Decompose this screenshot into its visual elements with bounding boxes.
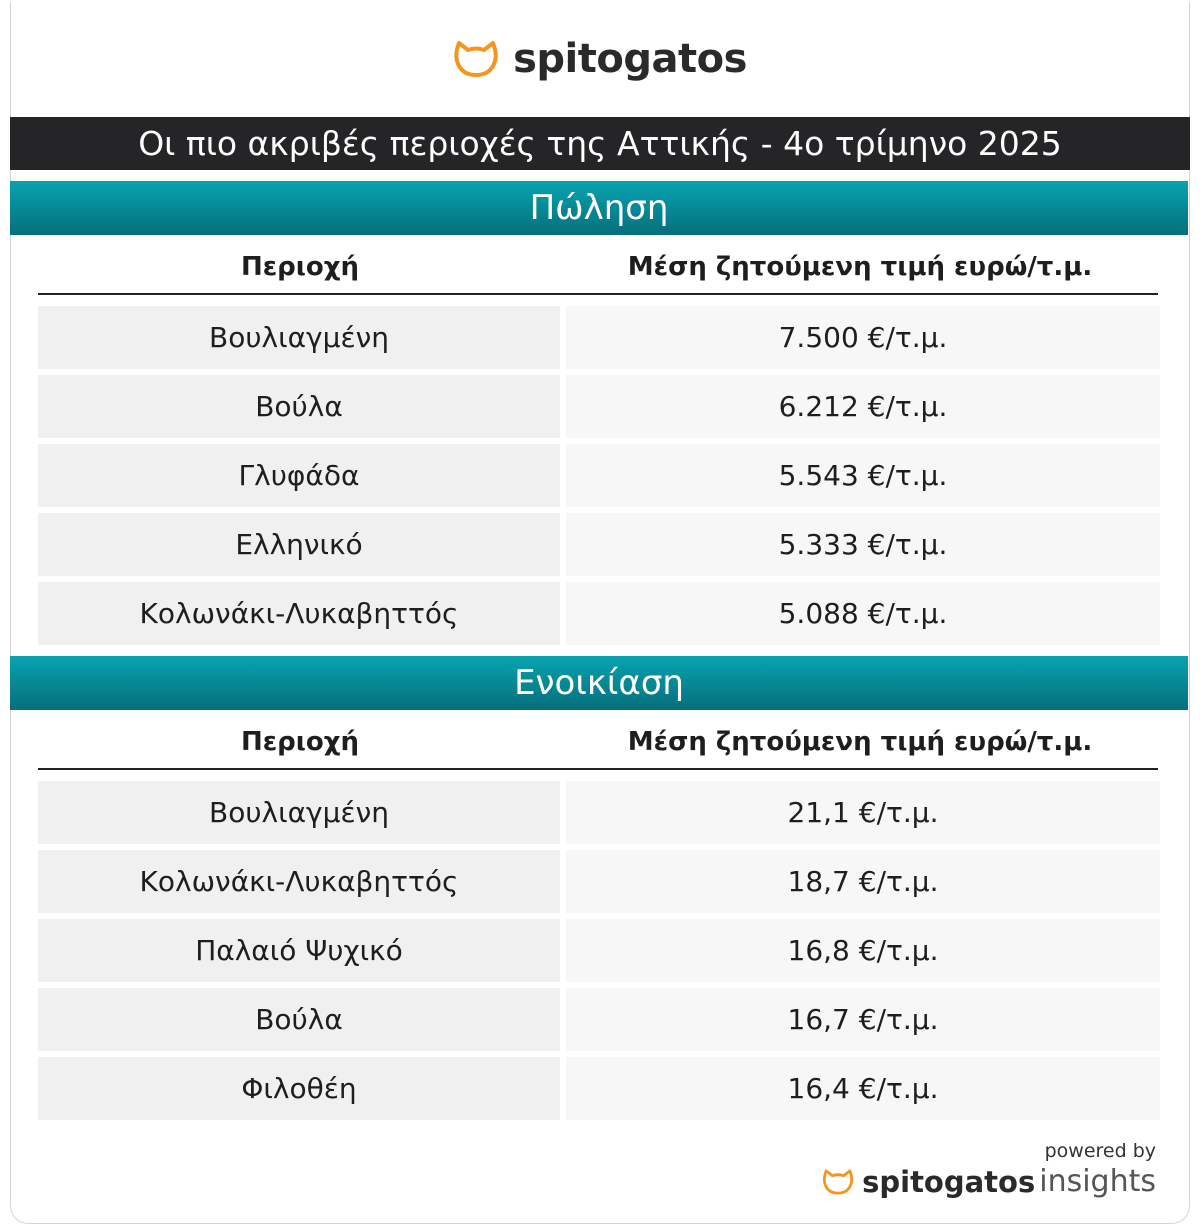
cat-icon — [823, 1168, 854, 1195]
footer: powered by spitogatos insights — [822, 1140, 1156, 1199]
price-cell: 5.333 €/τ.μ. — [566, 513, 1160, 576]
table-header: Περιοχή Μέση ζητούμενη τιμή ευρώ/τ.μ. — [38, 715, 1158, 770]
table-row: Βούλα 6.212 €/τ.μ. — [38, 375, 1160, 438]
area-cell: Γλυφάδα — [38, 444, 560, 507]
price-cell: 7.500 €/τ.μ. — [566, 306, 1160, 369]
area-cell: Φιλοθέη — [38, 1057, 560, 1120]
area-cell: Παλαιό Ψυχικό — [38, 919, 560, 982]
area-cell: Βουλιαγμένη — [38, 781, 560, 844]
cat-icon — [454, 41, 498, 77]
table-header: Περιοχή Μέση ζητούμενη τιμή ευρώ/τ.μ. — [38, 240, 1158, 295]
price-cell: 6.212 €/τ.μ. — [566, 375, 1160, 438]
card-frame — [10, 2, 1190, 1224]
column-header-price: Μέση ζητούμενη τιμή ευρώ/τ.μ. — [627, 251, 1093, 282]
powered-by-label: powered by — [1044, 1140, 1156, 1162]
table-row: Κολωνάκι-Λυκαβηττός 5.088 €/τ.μ. — [38, 582, 1160, 645]
price-cell: 5.088 €/τ.μ. — [566, 582, 1160, 645]
table-row: Γλυφάδα 5.543 €/τ.μ. — [38, 444, 1160, 507]
section-header: Ενοικίαση — [10, 656, 1188, 710]
column-header-price: Μέση ζητούμενη τιμή ευρώ/τ.μ. — [627, 726, 1093, 757]
price-cell: 16,7 €/τ.μ. — [566, 988, 1160, 1051]
table-row: Παλαιό Ψυχικό 16,8 €/τ.μ. — [38, 919, 1160, 982]
section-header: Πώληση — [10, 181, 1188, 235]
price-cell: 16,4 €/τ.μ. — [566, 1057, 1160, 1120]
area-cell: Κολωνάκι-Λυκαβηττός — [38, 850, 560, 913]
area-cell: Βουλιαγμένη — [38, 306, 560, 369]
price-cell: 21,1 €/τ.μ. — [566, 781, 1160, 844]
table-row: Βουλιαγμένη 7.500 €/τ.μ. — [38, 306, 1160, 369]
column-header-area: Περιοχή — [240, 726, 360, 757]
price-cell: 16,8 €/τ.μ. — [566, 919, 1160, 982]
table-row: Ελληνικό 5.333 €/τ.μ. — [38, 513, 1160, 576]
page-title: Οι πιο ακριβές περιοχές της Αττικής - 4ο… — [10, 117, 1190, 170]
area-cell: Βούλα — [38, 375, 560, 438]
table-row: Φιλοθέη 16,4 €/τ.μ. — [38, 1057, 1160, 1120]
area-cell: Κολωνάκι-Λυκαβηττός — [38, 582, 560, 645]
price-cell: 18,7 €/τ.μ. — [566, 850, 1160, 913]
column-header-area: Περιοχή — [240, 251, 360, 282]
area-cell: Ελληνικό — [38, 513, 560, 576]
area-cell: Βούλα — [38, 988, 560, 1051]
price-cell: 5.543 €/τ.μ. — [566, 444, 1160, 507]
table-row: Κολωνάκι-Λυκαβηττός 18,7 €/τ.μ. — [38, 850, 1160, 913]
brand-logo: spitogatos — [0, 36, 1200, 82]
table-row: Βούλα 16,7 €/τ.μ. — [38, 988, 1160, 1051]
footer-logo: spitogatos insights — [822, 1164, 1156, 1199]
table-row: Βουλιαγμένη 21,1 €/τ.μ. — [38, 781, 1160, 844]
